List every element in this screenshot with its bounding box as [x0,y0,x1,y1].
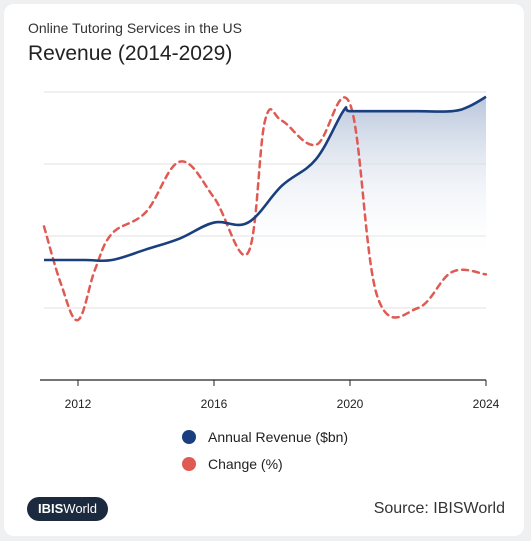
legend-revenue-label: Annual Revenue ($bn) [208,428,349,445]
chart-legend: Annual Revenue ($bn) Change (%) [182,423,348,477]
source-note: Source: IBISWorld [373,500,505,517]
revenue-series-line [44,95,487,263]
ibisworld-logo[interactable]: IBISWorld [27,497,109,521]
legend-item-change: Change (%) [182,450,348,477]
legend-change-swatch [182,456,196,471]
legend-revenue-swatch [182,429,196,444]
chart-card [4,4,524,536]
change-series-line [42,96,488,322]
x-tick-label: 2016 [201,397,228,411]
chart-title: Revenue (2014-2029) [28,42,233,65]
x-tick-label: 2012 [65,397,92,411]
revenue-area-fill [248,96,486,260]
x-tick-label: 2024 [473,397,500,411]
legend-item-revenue: Annual Revenue ($bn) [182,423,348,450]
legend-change-label: Change (%) [208,455,283,472]
x-tick-label: 2020 [337,397,364,411]
chart-subtitle: Online Tutoring Services in the US [28,20,242,36]
